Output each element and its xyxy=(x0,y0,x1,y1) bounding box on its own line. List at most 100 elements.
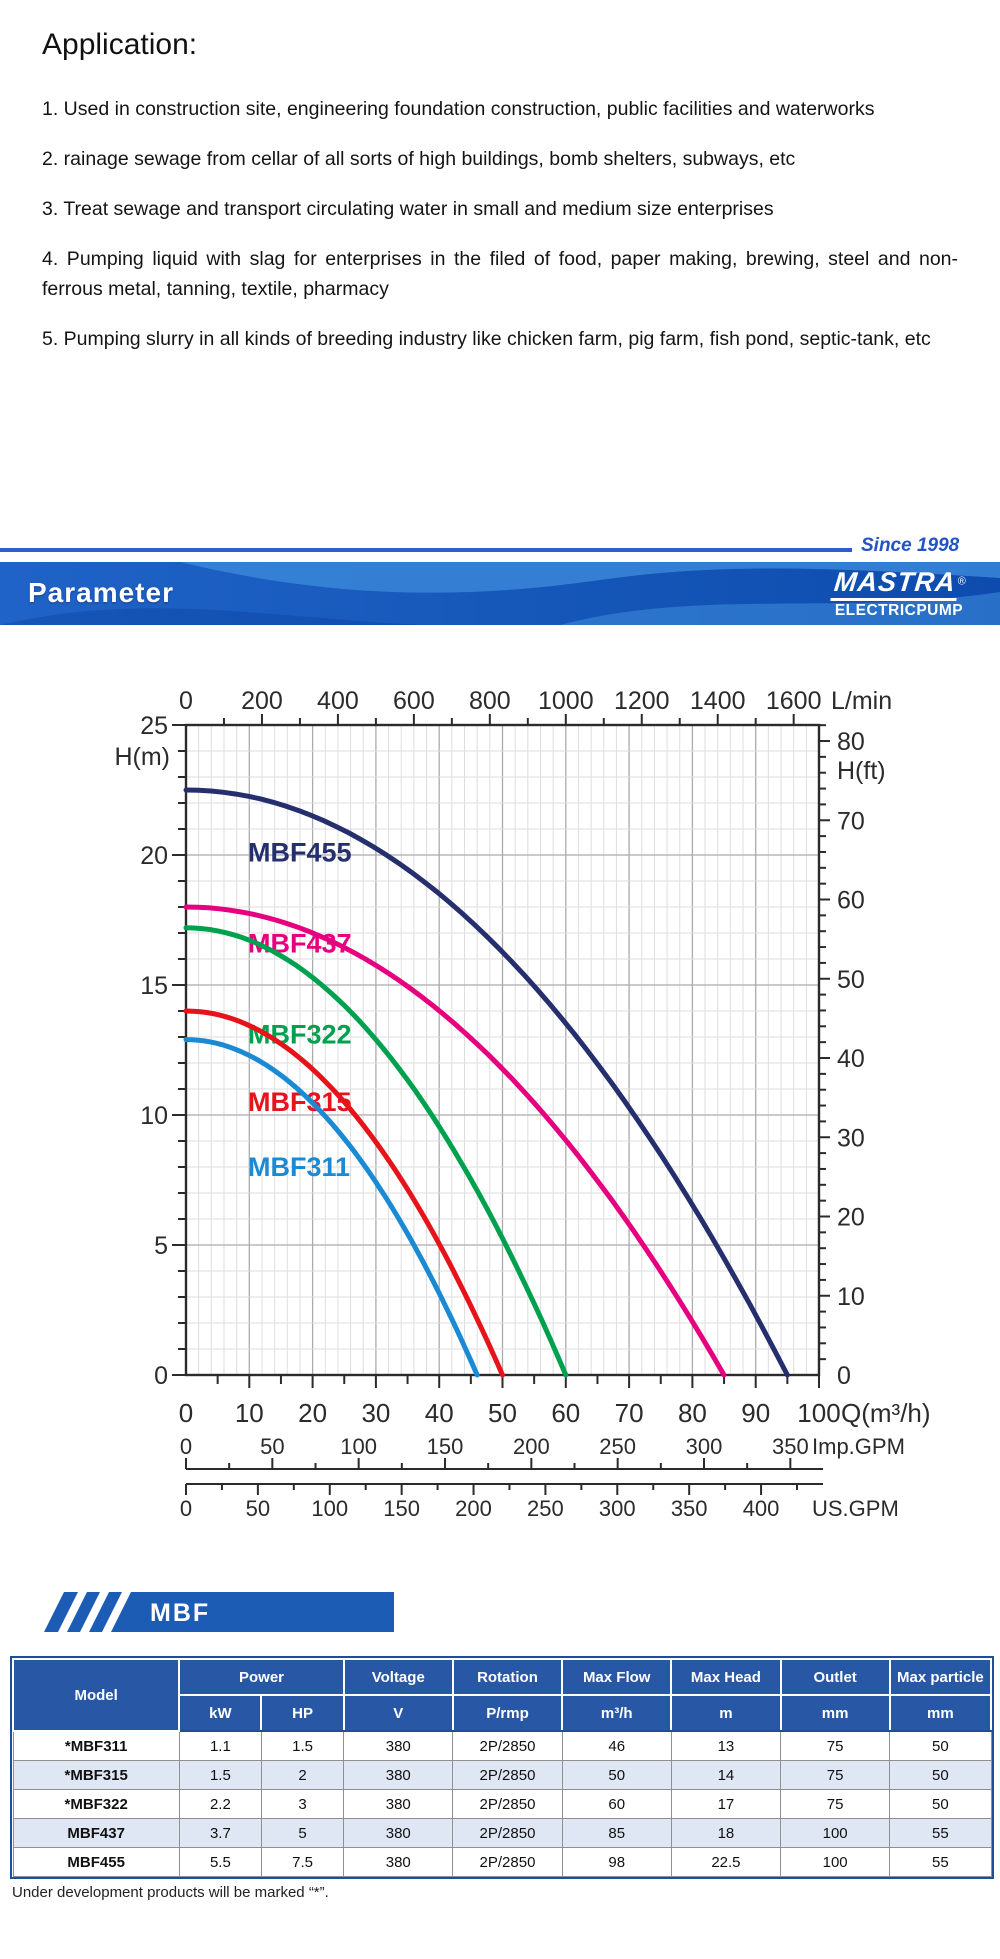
cell-model: MBF455 xyxy=(12,1847,180,1877)
svg-text:US.GPM: US.GPM xyxy=(812,1496,899,1521)
svg-text:0: 0 xyxy=(837,1362,851,1390)
svg-text:200: 200 xyxy=(513,1434,550,1459)
svg-text:0: 0 xyxy=(179,687,193,715)
cell-kw: 3.7 xyxy=(178,1818,262,1848)
svg-text:1200: 1200 xyxy=(614,687,670,715)
cell-kw: 2.2 xyxy=(178,1789,262,1819)
mbf-band-shape xyxy=(44,1592,394,1632)
curve-label-MBF311: MBF311 xyxy=(248,1152,350,1182)
cell-voltage: 380 xyxy=(343,1818,454,1848)
svg-text:200: 200 xyxy=(455,1496,492,1521)
svg-text:400: 400 xyxy=(743,1496,780,1521)
svg-text:50: 50 xyxy=(260,1434,284,1459)
curve-label-MBF455: MBF455 xyxy=(248,837,352,867)
cell-hp: 5 xyxy=(260,1818,345,1848)
application-item-5: 5. Pumping slurry in all kinds of breedi… xyxy=(42,328,931,350)
cell-max-head: 14 xyxy=(670,1760,782,1790)
svg-text:80: 80 xyxy=(678,1398,707,1428)
cell-voltage: 380 xyxy=(343,1730,454,1761)
cell-rotation: 2P/2850 xyxy=(452,1847,563,1877)
curve-MBF437 xyxy=(183,904,727,1378)
cell-max-particle: 50 xyxy=(889,1789,992,1819)
brand-logo: MASTRA® ELECTRICPUMP xyxy=(814,567,984,619)
svg-text:50: 50 xyxy=(488,1398,517,1428)
col-unit-rpm: P/rmp xyxy=(451,1694,564,1732)
cell-max-flow: 60 xyxy=(561,1789,672,1819)
svg-text:60: 60 xyxy=(837,887,865,915)
cell-rotation: 2P/2850 xyxy=(452,1760,563,1790)
svg-text:60: 60 xyxy=(551,1398,580,1428)
cell-max-flow: 50 xyxy=(561,1760,672,1790)
cell-outlet: 75 xyxy=(780,1760,891,1790)
application-title: Application: xyxy=(42,28,198,61)
svg-text:30: 30 xyxy=(361,1398,390,1428)
brand-wordmark: MASTRA xyxy=(830,567,960,601)
svg-text:1600: 1600 xyxy=(766,687,822,715)
table-row: MBF455 5.5 7.5 380 2P/2850 98 22.5 100 5… xyxy=(12,1847,992,1877)
table-row: *MBF315 1.5 2 380 2P/2850 50 14 75 50 xyxy=(12,1760,992,1790)
cell-max-particle: 50 xyxy=(889,1730,992,1761)
svg-text:Imp.GPM: Imp.GPM xyxy=(812,1434,905,1459)
brand-subtitle: ELECTRICPUMP xyxy=(834,602,964,619)
table-row: MBF437 3.7 5 380 2P/2850 85 18 100 55 xyxy=(12,1818,992,1848)
svg-text:20: 20 xyxy=(298,1398,327,1428)
cell-max-head: 13 xyxy=(670,1730,782,1761)
svg-text:10: 10 xyxy=(837,1283,865,1311)
cell-model: *MBF322 xyxy=(12,1789,180,1819)
col-unit-kw: kW xyxy=(178,1694,263,1732)
svg-text:600: 600 xyxy=(393,687,435,715)
svg-text:10: 10 xyxy=(235,1398,264,1428)
col-unit-outlet-mm: mm xyxy=(779,1694,891,1732)
cell-kw: 5.5 xyxy=(178,1847,262,1877)
svg-text:800: 800 xyxy=(469,687,511,715)
mbf-series-band: MBF xyxy=(14,1592,394,1637)
mbf-band-stripe xyxy=(102,1592,131,1632)
svg-text:250: 250 xyxy=(527,1496,564,1521)
registered-mark-icon: ® xyxy=(957,575,966,588)
svg-text:10: 10 xyxy=(140,1102,168,1130)
curve-MBF311 xyxy=(183,1037,480,1378)
cell-max-head: 18 xyxy=(670,1818,782,1848)
banner-wave-graphic xyxy=(0,562,1000,625)
curve-label-MBF437: MBF437 xyxy=(248,928,352,958)
curve-MBF322 xyxy=(183,925,569,1378)
col-unit-hp: HP xyxy=(260,1694,345,1732)
svg-text:80: 80 xyxy=(837,728,865,756)
application-item-1: 1. Used in construction site, engineerin… xyxy=(42,98,875,120)
svg-text:25: 25 xyxy=(140,712,168,740)
col-unit-m3h: m³/h xyxy=(561,1694,673,1732)
svg-text:30: 30 xyxy=(837,1124,865,1152)
since-divider-line xyxy=(0,548,852,552)
parameter-banner: Parameter MASTRA® ELECTRICPUMP xyxy=(0,562,1000,625)
svg-text:40: 40 xyxy=(425,1398,454,1428)
cell-voltage: 380 xyxy=(343,1789,454,1819)
cell-model: *MBF311 xyxy=(12,1730,180,1761)
svg-text:5: 5 xyxy=(154,1232,168,1260)
col-header-power: Power xyxy=(178,1658,345,1696)
application-item-4: 4. Pumping liquid with slag for enterpri… xyxy=(42,248,958,300)
curve-MBF455 xyxy=(183,787,790,1378)
parameter-title: Parameter xyxy=(28,577,174,608)
application-item-2: 2. rainage sewage from cellar of all sor… xyxy=(42,148,796,170)
cell-max-particle: 50 xyxy=(889,1760,992,1790)
svg-text:100: 100 xyxy=(311,1496,348,1521)
mbf-band-stripe xyxy=(58,1592,87,1632)
svg-text:L/min: L/min xyxy=(831,687,892,715)
parameter-table-wrap: Model Power Voltage Rotation Max Flow Ma… xyxy=(10,1656,994,1879)
svg-text:40: 40 xyxy=(837,1045,865,1073)
parameter-table: Model Power Voltage Rotation Max Flow Ma… xyxy=(11,1658,993,1877)
svg-text:350: 350 xyxy=(772,1434,809,1459)
svg-text:100: 100 xyxy=(340,1434,377,1459)
svg-text:150: 150 xyxy=(383,1496,420,1521)
svg-text:350: 350 xyxy=(671,1496,708,1521)
svg-text:0: 0 xyxy=(180,1496,192,1521)
cell-max-flow: 85 xyxy=(561,1818,672,1848)
svg-text:1000: 1000 xyxy=(538,687,594,715)
cell-max-flow: 46 xyxy=(561,1730,672,1761)
cell-hp: 1.5 xyxy=(260,1730,345,1761)
cell-hp: 2 xyxy=(260,1760,345,1790)
since-text: Since 1998 xyxy=(861,535,960,556)
svg-text:0: 0 xyxy=(179,1398,193,1428)
svg-text:0: 0 xyxy=(154,1362,168,1390)
cell-model: *MBF315 xyxy=(12,1760,180,1790)
